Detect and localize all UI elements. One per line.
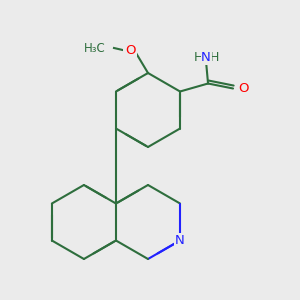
Text: H: H [209, 51, 219, 64]
Text: O: O [238, 82, 248, 95]
Text: O: O [125, 44, 135, 58]
Text: N: N [201, 51, 211, 64]
Text: H₃C: H₃C [84, 41, 106, 55]
Text: N: N [175, 234, 185, 247]
Text: H: H [194, 51, 203, 64]
